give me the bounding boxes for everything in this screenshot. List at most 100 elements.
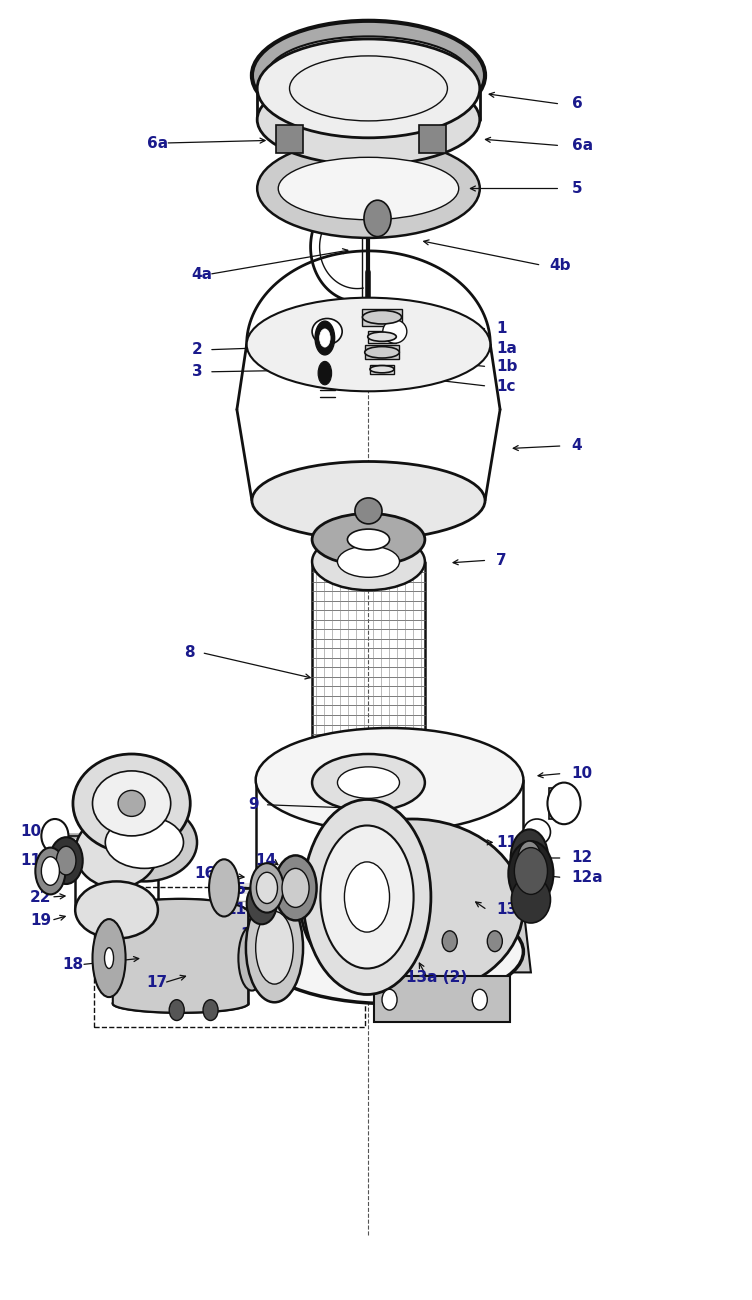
Ellipse shape: [75, 881, 158, 939]
Text: 13: 13: [496, 902, 517, 918]
Text: 4b: 4b: [549, 257, 571, 273]
Text: 6a: 6a: [572, 138, 593, 153]
Text: 7: 7: [496, 552, 507, 568]
Ellipse shape: [511, 829, 548, 887]
Text: 12: 12: [572, 850, 593, 866]
Ellipse shape: [312, 514, 425, 566]
Ellipse shape: [320, 826, 414, 968]
Polygon shape: [286, 907, 531, 972]
Bar: [365, 344, 399, 359]
Ellipse shape: [487, 931, 502, 952]
Ellipse shape: [247, 883, 277, 924]
Bar: [362, 309, 402, 325]
Ellipse shape: [238, 926, 265, 991]
Bar: [276, 125, 303, 153]
Text: 17: 17: [147, 975, 168, 991]
Text: 4a: 4a: [192, 266, 213, 282]
Ellipse shape: [247, 298, 490, 391]
Ellipse shape: [312, 533, 425, 590]
Ellipse shape: [92, 771, 171, 836]
Text: 12a: 12a: [572, 870, 603, 885]
Ellipse shape: [256, 900, 523, 1004]
Ellipse shape: [257, 74, 480, 165]
Ellipse shape: [312, 318, 342, 344]
Text: 3: 3: [192, 364, 202, 380]
Ellipse shape: [508, 841, 553, 906]
Ellipse shape: [344, 862, 390, 932]
Text: 15: 15: [226, 881, 247, 897]
Ellipse shape: [257, 139, 480, 238]
Text: 10: 10: [20, 824, 41, 840]
Ellipse shape: [105, 816, 183, 868]
Ellipse shape: [118, 790, 145, 816]
Ellipse shape: [547, 783, 581, 824]
Ellipse shape: [382, 931, 397, 952]
Text: 8: 8: [184, 645, 195, 660]
Ellipse shape: [256, 872, 277, 904]
Text: 18: 18: [62, 957, 83, 972]
Ellipse shape: [56, 846, 76, 875]
Ellipse shape: [315, 321, 335, 355]
Ellipse shape: [105, 948, 114, 968]
Ellipse shape: [278, 157, 459, 220]
Text: 14: 14: [256, 853, 277, 868]
Text: 9: 9: [248, 797, 259, 812]
Text: 11: 11: [20, 853, 41, 868]
Text: 5: 5: [572, 181, 582, 196]
Bar: [374, 976, 510, 1022]
Ellipse shape: [383, 320, 407, 343]
Text: 20: 20: [109, 793, 130, 809]
Text: 21: 21: [158, 835, 179, 850]
Text: 16: 16: [194, 866, 215, 881]
Ellipse shape: [312, 754, 425, 811]
Ellipse shape: [382, 989, 397, 1010]
Ellipse shape: [337, 931, 352, 952]
Ellipse shape: [303, 800, 431, 994]
Ellipse shape: [511, 876, 550, 923]
Ellipse shape: [368, 332, 396, 342]
Ellipse shape: [256, 911, 293, 984]
Ellipse shape: [203, 1000, 218, 1021]
Ellipse shape: [267, 36, 470, 114]
Ellipse shape: [282, 868, 309, 907]
Text: 1b: 1b: [496, 359, 517, 374]
Ellipse shape: [252, 21, 485, 130]
Ellipse shape: [364, 200, 391, 237]
Polygon shape: [113, 900, 248, 1013]
Ellipse shape: [347, 529, 390, 550]
Ellipse shape: [92, 919, 126, 997]
Bar: [370, 364, 394, 374]
Ellipse shape: [365, 347, 399, 358]
Bar: [94, 887, 365, 1027]
Text: 18: 18: [241, 927, 262, 942]
Ellipse shape: [41, 819, 68, 853]
Ellipse shape: [250, 863, 284, 913]
Text: 13a (2): 13a (2): [406, 970, 467, 985]
Ellipse shape: [92, 803, 197, 881]
Ellipse shape: [301, 819, 523, 996]
Text: 1: 1: [496, 321, 507, 337]
Text: 6a: 6a: [147, 135, 168, 151]
Ellipse shape: [252, 462, 485, 540]
Ellipse shape: [35, 848, 65, 894]
Ellipse shape: [274, 855, 317, 920]
Ellipse shape: [370, 365, 394, 373]
Ellipse shape: [318, 361, 332, 385]
Text: 4: 4: [572, 438, 582, 454]
Ellipse shape: [320, 329, 330, 347]
Bar: [549, 788, 572, 819]
Text: 10: 10: [572, 766, 593, 781]
Ellipse shape: [256, 728, 523, 832]
Text: 1c: 1c: [496, 378, 516, 394]
Text: 11: 11: [496, 835, 517, 850]
Ellipse shape: [338, 767, 399, 798]
Ellipse shape: [73, 754, 190, 853]
Text: 19: 19: [30, 913, 51, 928]
Bar: [419, 125, 446, 153]
Ellipse shape: [209, 859, 239, 916]
Ellipse shape: [41, 857, 59, 885]
Text: 2: 2: [192, 342, 202, 358]
Ellipse shape: [523, 819, 550, 845]
Ellipse shape: [442, 931, 457, 952]
Ellipse shape: [75, 815, 158, 888]
